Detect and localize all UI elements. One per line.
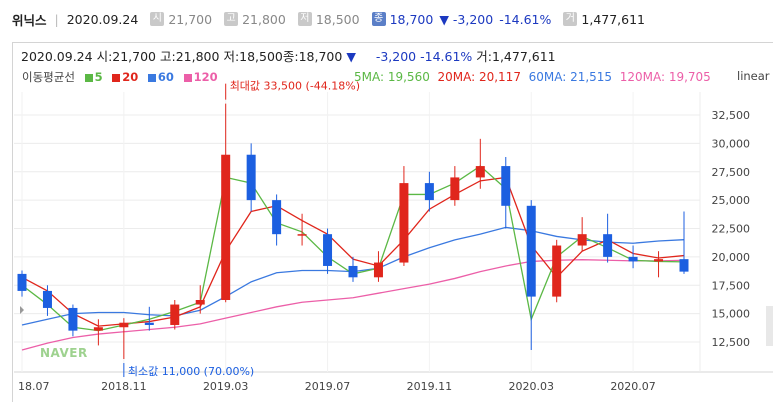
ma5-value: 5MA: 19,560 <box>354 70 430 84</box>
ma20-swatch <box>112 73 121 82</box>
x-tick-label: 2019.03 <box>203 380 249 393</box>
ma-line-5ma <box>21 165 685 332</box>
info-high: 고:21,800 <box>160 49 220 64</box>
max-annotation: 최대값 33,500 (-44.18%) <box>230 80 360 93</box>
ma-values: 5MA: 19,560 20MA: 20,117 60MA: 21,515 12… <box>354 70 711 84</box>
ma60-swatch <box>147 73 156 82</box>
x-tick-label: 2020.07 <box>610 380 656 393</box>
price-change: ▼ -3,200 <box>439 11 494 27</box>
ohlc-info-line: 2020.09.24 시:21,700 고:21,800 저:18,500종:1… <box>21 46 556 65</box>
x-tick-label: 2018.11 <box>101 380 147 393</box>
y-tick-label: 25,000 <box>712 194 751 207</box>
candle-body <box>654 259 664 262</box>
candle-body <box>603 234 613 257</box>
candle-body <box>42 290 52 308</box>
y-tick-label: 20,000 <box>712 251 751 264</box>
candle-body <box>348 265 358 278</box>
stock-name[interactable]: 위닉스 <box>12 12 47 28</box>
chart-frame <box>12 42 773 402</box>
candle-body <box>17 273 27 291</box>
x-tick-label: 2019.11 <box>407 380 453 393</box>
candle-body <box>246 154 256 201</box>
low-price: 18,500 <box>315 11 360 27</box>
candle-body <box>526 205 536 297</box>
candle-body <box>195 300 205 305</box>
price-change-pct: -14.61% <box>499 11 552 27</box>
down-arrow-icon: ▼ <box>346 49 356 64</box>
right-scroll-handle <box>766 306 773 346</box>
candle-body <box>501 166 511 206</box>
candle-body <box>552 245 562 297</box>
info-open: 시:21,700 <box>96 49 157 64</box>
info-change: -3,200 <box>375 49 417 64</box>
ma20-toggle[interactable]: 20 <box>122 70 139 84</box>
high-price: 21,800 <box>242 11 286 27</box>
candle-body <box>119 322 129 328</box>
x-tick-label: 2019.07 <box>305 380 351 393</box>
candle-body <box>297 234 307 236</box>
ma5-toggle[interactable]: 5 <box>94 70 103 84</box>
y-tick-label: 17,500 <box>712 279 751 292</box>
candle-body <box>170 304 180 325</box>
candle-body <box>424 183 434 201</box>
x-tick-label: 2020.03 <box>508 380 554 393</box>
volume-badge: 거 <box>563 12 578 26</box>
info-pct: -14.61% <box>420 49 473 64</box>
y-tick-label: 22,500 <box>712 223 751 236</box>
y-tick-label: 15,000 <box>712 308 751 321</box>
open-badge: 시 <box>150 12 165 26</box>
candle-body <box>68 307 78 331</box>
quote-date: 2020.09.24 <box>66 11 139 27</box>
y-tick-label: 27,500 <box>712 166 751 179</box>
y-tick-label: 12,500 <box>712 336 751 349</box>
candle-body <box>475 166 485 178</box>
scroll-left-icon <box>20 306 24 314</box>
candle-body <box>93 327 103 331</box>
candle-body <box>272 200 282 235</box>
y-tick-label: 30,000 <box>712 137 751 150</box>
low-badge: 저 <box>297 12 312 26</box>
ma120-swatch <box>183 73 192 82</box>
candle-body <box>373 262 383 278</box>
x-tick-label: 18.07 <box>18 380 50 393</box>
close-price: 18,700 <box>389 11 434 27</box>
ma60-toggle[interactable]: 60 <box>157 70 174 84</box>
ma-legend: 이동평균선 5 20 60 120 <box>22 69 218 85</box>
candle-body <box>399 183 409 263</box>
ma120-value: 120MA: 19,705 <box>619 70 711 84</box>
naver-watermark: NAVER <box>40 346 88 360</box>
candle-body <box>577 234 587 246</box>
min-annotation: 최소값 11,000 (70.00%) <box>128 365 254 378</box>
candle-body <box>450 177 460 201</box>
info-date: 2020.09.24 <box>21 49 93 64</box>
candle-body <box>144 322 154 325</box>
candle-body <box>323 234 333 266</box>
ma120-toggle[interactable]: 120 <box>193 70 218 84</box>
ma20-value: 20MA: 20,117 <box>437 70 521 84</box>
candle-body <box>221 154 231 301</box>
open-price: 21,700 <box>168 11 213 27</box>
stock-summary-bar: 위닉스 | 2020.09.24 시 21,700 고 21,800 저 18,… <box>0 0 773 38</box>
volume: 1,477,611 <box>581 11 646 27</box>
divider: | <box>54 11 59 27</box>
high-badge: 고 <box>224 12 239 26</box>
scale-toggle[interactable]: linear <box>737 69 770 83</box>
close-badge: 종 <box>371 12 386 26</box>
info-close: 종:18,700 <box>282 49 343 64</box>
ma60-value: 60MA: 21,515 <box>528 70 613 84</box>
y-tick-label: 32,500 <box>712 109 751 122</box>
candle-body <box>679 259 689 272</box>
info-low: 저:18,500 <box>223 49 283 64</box>
ma5-swatch <box>84 73 93 82</box>
candle-body <box>628 256 638 262</box>
ma-legend-title[interactable]: 이동평균선 <box>22 70 75 84</box>
info-volume: 거:1,477,611 <box>476 49 556 64</box>
